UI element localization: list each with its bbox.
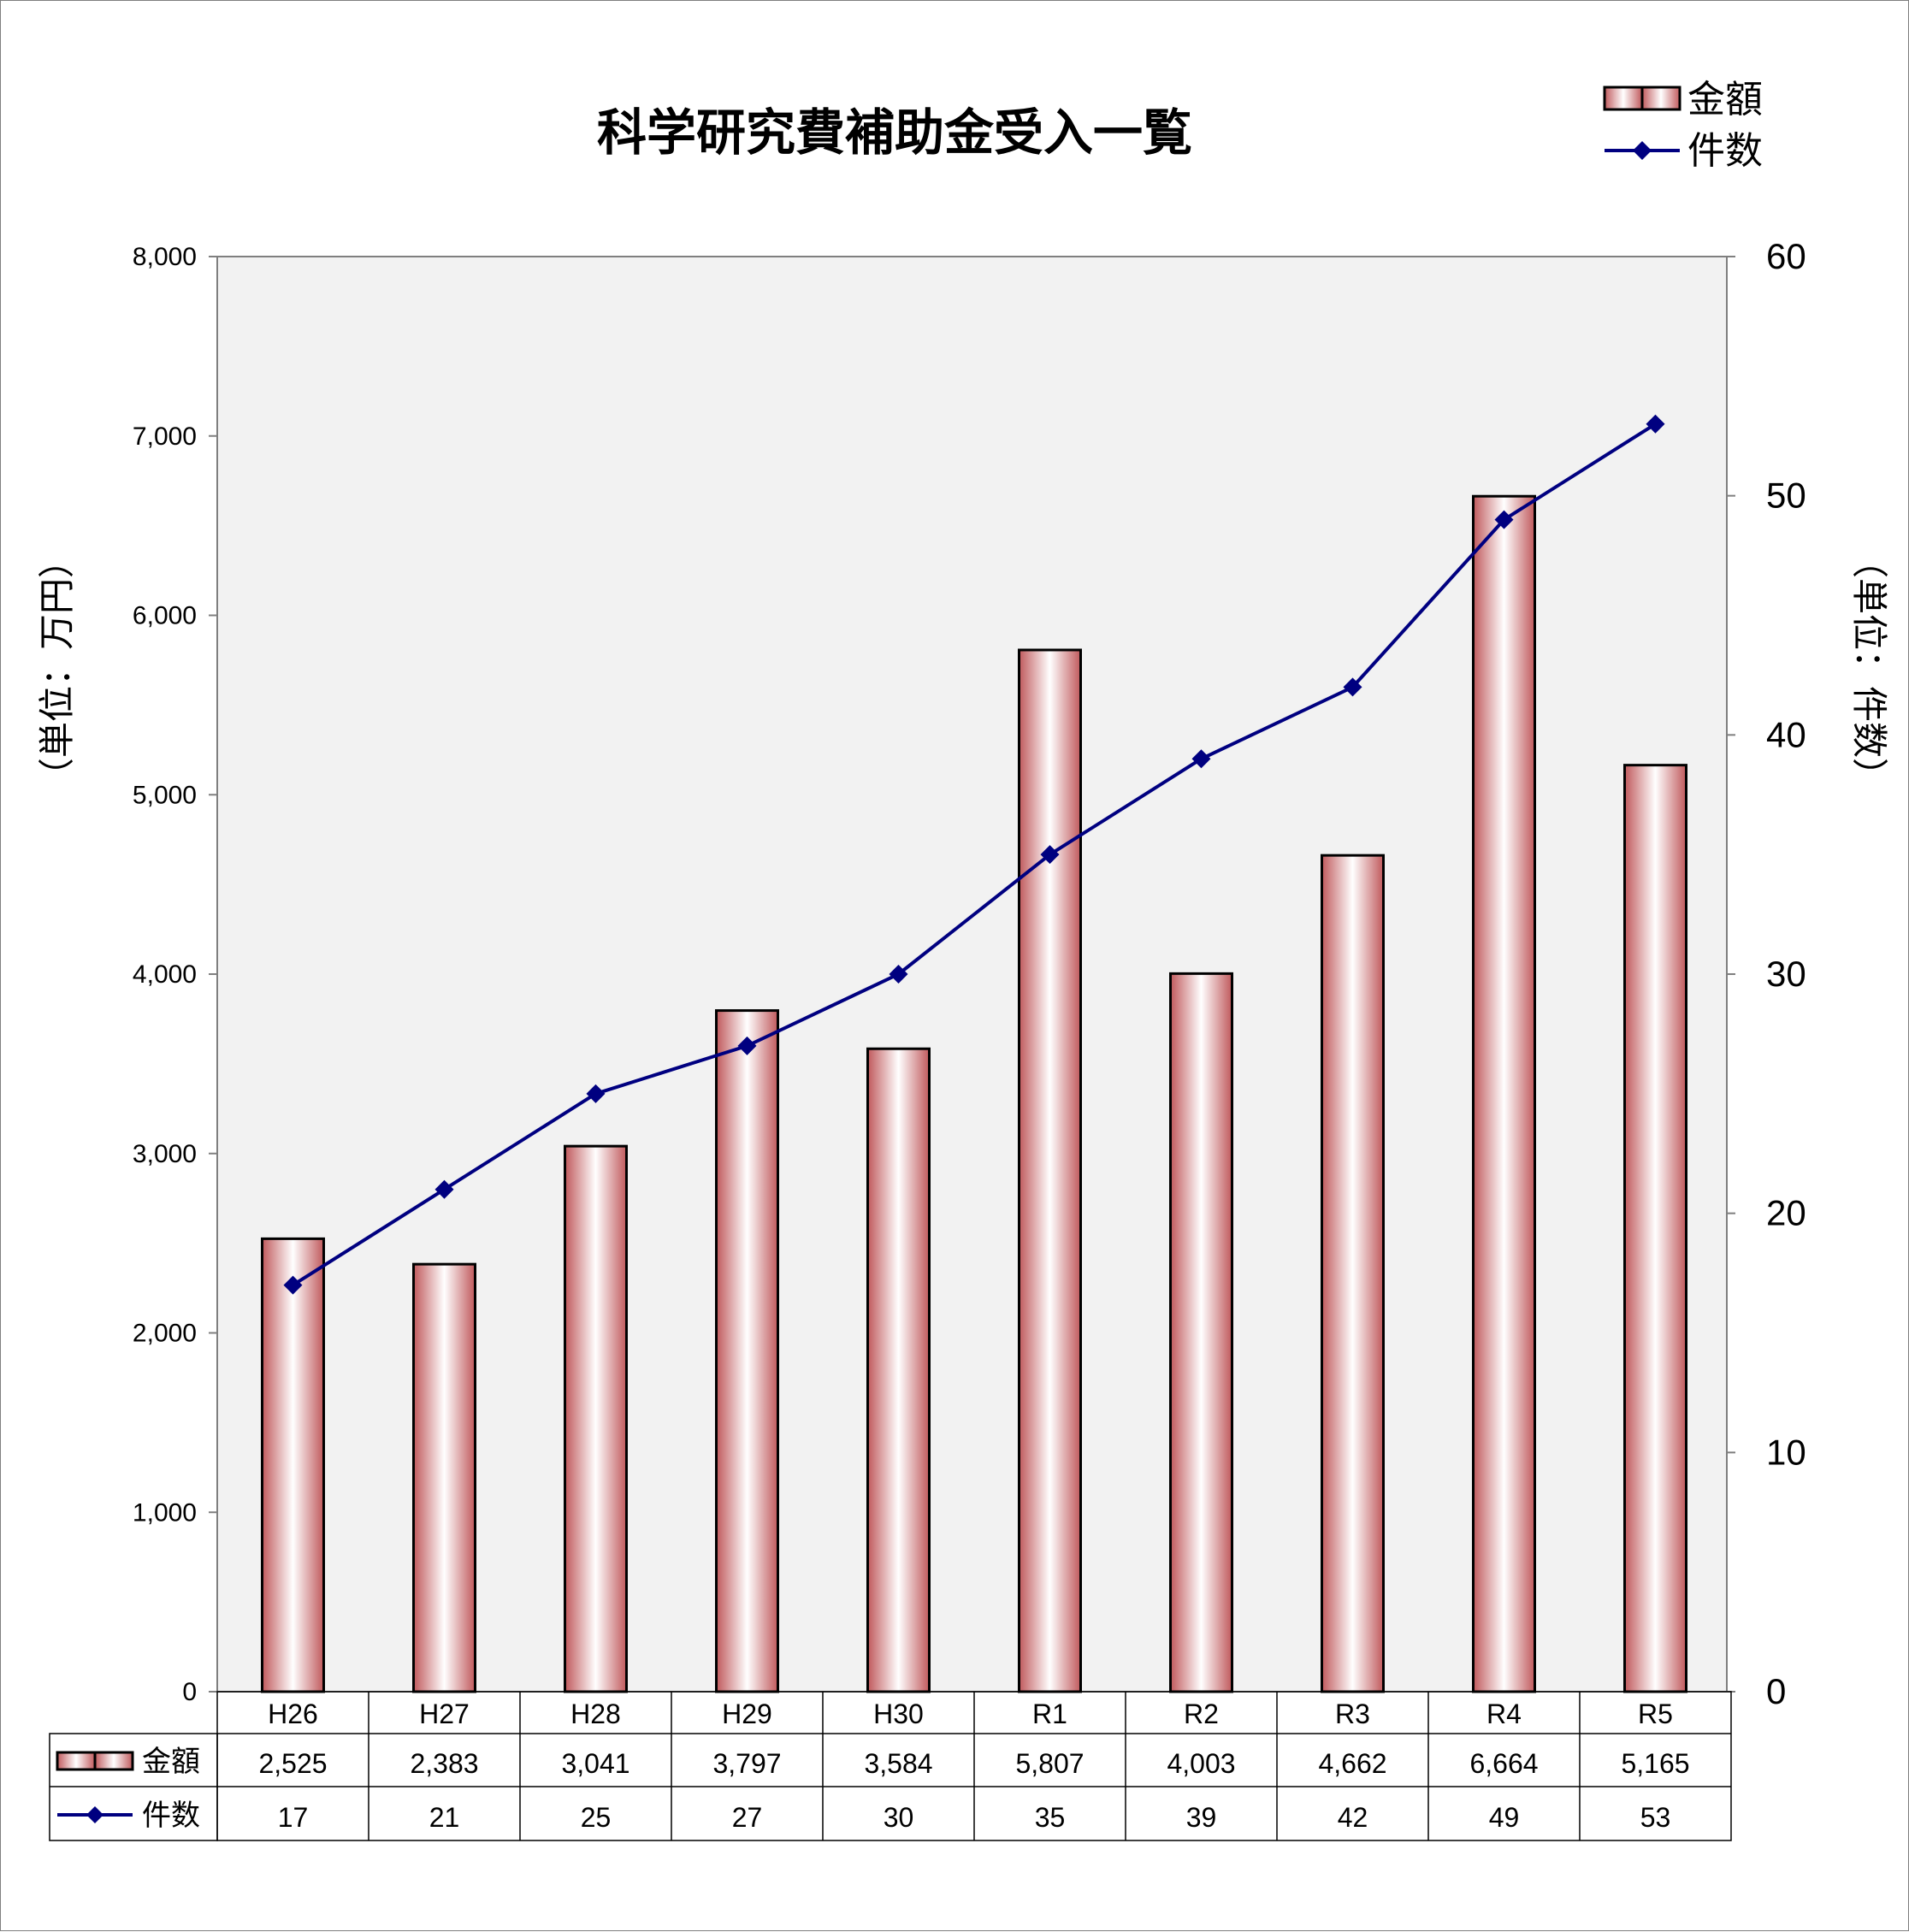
table-cell-amount: 2,525: [258, 1748, 327, 1779]
y-tick-left-label: 2,000: [133, 1320, 197, 1348]
table-row-label-amount: 金額: [142, 1745, 200, 1779]
y-tick-right-label: 50: [1766, 476, 1806, 516]
y-tick-left-label: 3,000: [133, 1140, 197, 1168]
y-tick-left-label: 1,000: [133, 1498, 197, 1527]
table-cell-count: 27: [732, 1802, 763, 1833]
table-cell-amount: 4,003: [1167, 1748, 1235, 1779]
legend-amount-label: 金額: [1687, 78, 1763, 121]
line-count-marker: [586, 1084, 606, 1103]
y-tick-left-label: 8,000: [133, 243, 197, 271]
line-count-marker: [1343, 677, 1362, 697]
table-cell-amount: 3,584: [864, 1748, 932, 1779]
table-cell-count: 35: [1035, 1802, 1066, 1833]
table-cell-amount: 5,165: [1621, 1748, 1689, 1779]
table-cell-count: 39: [1186, 1802, 1217, 1833]
data-table: 金額 件数 H26 H27 H28 H29 H30 R1 R2 R3 R4 R5 2,525 2,38…: [49, 1691, 1732, 1841]
table-cell-count: 25: [581, 1802, 612, 1833]
line-count-marker: [737, 1036, 757, 1055]
x-tick-label: R3: [1335, 1699, 1370, 1729]
table-cell-count: 17: [278, 1802, 309, 1833]
y-axis-left-title: （単位：万円）: [36, 542, 78, 794]
y-tick-right-label: 40: [1766, 714, 1806, 754]
bars-layer: [261, 494, 1687, 1693]
table-cell-amount: 5,807: [1015, 1748, 1084, 1779]
table-cell-amount: 3,797: [712, 1748, 781, 1779]
y-tick-left-label: 6,000: [133, 602, 197, 630]
table-cell-amount: 6,664: [1469, 1748, 1538, 1779]
line-count-series: [292, 422, 1657, 1287]
legend: 金額 件数: [1603, 78, 1763, 173]
chart-title: 科学研究費補助金受入一覧: [597, 103, 1192, 162]
table-row-label-count: 件数: [142, 1799, 200, 1833]
y-tick-right-label: 0: [1766, 1671, 1786, 1711]
table-cell-count: 42: [1338, 1802, 1368, 1833]
bar-amount: [866, 1047, 931, 1693]
bar-amount: [715, 1009, 779, 1693]
line-count-marker: [1191, 749, 1211, 769]
y-tick-left-label: 0: [182, 1678, 197, 1706]
x-tick-label: H30: [873, 1699, 924, 1729]
legend-bar-swatch-right: [1640, 86, 1681, 111]
bar-amount: [1321, 854, 1385, 1693]
table-cell-count: 53: [1640, 1802, 1671, 1833]
x-tick-label: H29: [722, 1699, 772, 1729]
y-tick-right-label: 60: [1766, 236, 1806, 276]
legend-bar-swatch: [1603, 86, 1644, 111]
x-tick-label: H28: [570, 1699, 621, 1729]
table-cell-amount: 2,383: [410, 1748, 478, 1779]
line-layer: [283, 414, 1665, 1295]
legend-diamond-marker: [1633, 141, 1652, 160]
table-cell-count: 49: [1489, 1802, 1520, 1833]
x-tick-label: R1: [1032, 1699, 1067, 1729]
y-tick-right-label: 10: [1766, 1432, 1806, 1472]
x-tick-label: R5: [1638, 1699, 1673, 1729]
x-tick-label: H27: [419, 1699, 470, 1729]
bar-amount: [261, 1237, 325, 1693]
bar-amount: [412, 1262, 476, 1693]
x-tick-label: H26: [268, 1699, 318, 1729]
table-bar-swatch: [56, 1751, 97, 1771]
y-tick-left-label: 7,000: [133, 422, 197, 451]
bar-amount: [564, 1144, 628, 1693]
table-diamond-marker: [86, 1806, 103, 1823]
line-count-marker: [283, 1275, 303, 1295]
bar-amount: [1169, 972, 1233, 1693]
axes-layer: 0 1,000 2,000 3,000 4,000 5,000 6,000 7,000 8,00…: [133, 236, 1806, 1711]
line-count-marker: [1494, 510, 1514, 529]
table-cell-count: 30: [884, 1802, 914, 1833]
line-count-marker: [1646, 414, 1665, 434]
bar-amount: [1472, 494, 1536, 1693]
table-cell-amount: 3,041: [561, 1748, 629, 1779]
y-tick-right-label: 20: [1766, 1193, 1806, 1233]
table-bar-swatch-right: [93, 1751, 134, 1771]
table-cell-count: 21: [429, 1802, 460, 1833]
y-tick-left-label: 4,000: [133, 960, 197, 989]
bar-amount: [1623, 764, 1687, 1693]
line-count-marker: [889, 965, 908, 984]
bar-amount: [1018, 648, 1082, 1693]
table-cell-amount: 4,662: [1318, 1748, 1386, 1779]
x-tick-label: R2: [1184, 1699, 1219, 1729]
y-tick-left-label: 5,000: [133, 781, 197, 809]
legend-count-label: 件数: [1687, 129, 1763, 173]
line-count-marker: [434, 1179, 454, 1199]
x-tick-label: R4: [1486, 1699, 1522, 1729]
line-count-marker: [1040, 845, 1060, 865]
y-axis-right-title: （単位：件数）: [1848, 542, 1890, 794]
y-tick-right-label: 30: [1766, 954, 1806, 994]
